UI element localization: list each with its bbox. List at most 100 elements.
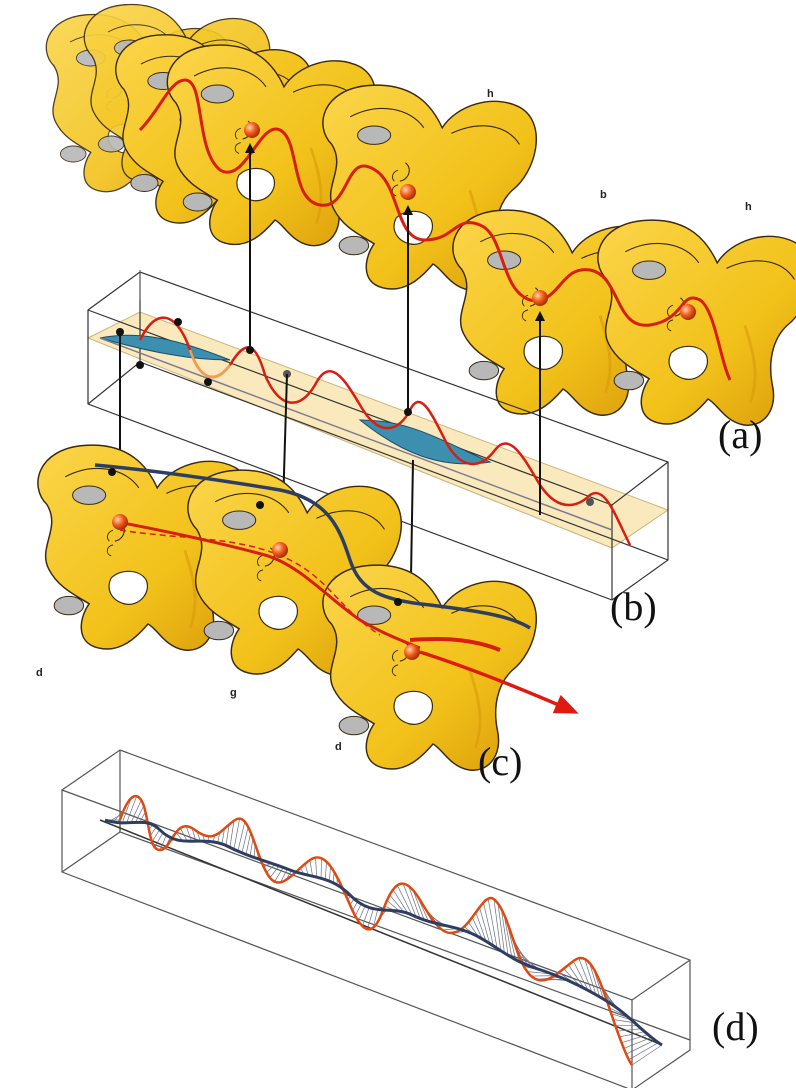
ribbon-hatch-line xyxy=(563,968,581,987)
ribbon-hatch-line xyxy=(221,828,225,844)
ribbon-hatch-line xyxy=(315,857,318,878)
ribbon-hatch-line xyxy=(623,1037,652,1049)
ribbon-hatch-line xyxy=(493,899,502,951)
inner-navy-wave xyxy=(104,818,663,1047)
ribbon-hatch-line xyxy=(516,948,537,969)
pelvis-label-h1: h xyxy=(487,88,494,100)
orange-ball-marker-icon xyxy=(112,514,128,530)
ribbon-hatch-line xyxy=(408,885,421,919)
ribbon-hatch-line xyxy=(135,805,145,823)
ribbon-hatch-line xyxy=(185,826,192,842)
ribbon-hatch-line xyxy=(149,826,157,837)
ribbon-hatch-line xyxy=(503,914,513,958)
ribbon-hatch-line xyxy=(154,832,164,848)
sample-dot xyxy=(174,318,182,326)
ribbon-hatch-line xyxy=(352,901,358,911)
ribbon-hatch-line xyxy=(304,863,309,876)
ribbon-hatch-line xyxy=(392,889,409,914)
plane-trajectory-highlight xyxy=(188,349,231,379)
ribbon-hatch-line xyxy=(151,829,160,842)
blue-ribbon-left xyxy=(99,334,231,361)
sample-dot xyxy=(204,378,212,386)
ribbon-hatch-line xyxy=(130,799,142,823)
ribbon-hatch-line xyxy=(159,835,167,851)
ribbon-hatch-line xyxy=(589,962,601,997)
ribbon-hatch-line xyxy=(568,964,585,989)
ribbon-hatch-line xyxy=(225,824,230,846)
bounding-box-d xyxy=(61,749,691,1088)
panel-label-a: (a) xyxy=(718,412,762,457)
ribbon-hatch-line xyxy=(139,811,146,823)
sample-dot xyxy=(586,498,594,506)
pelvis-label-d1: d xyxy=(36,667,43,679)
ribbon-hatch-line xyxy=(628,1042,659,1061)
navy-path-curve xyxy=(94,463,531,630)
sample-dot xyxy=(394,598,402,606)
ribbon-hatch-line xyxy=(324,861,327,880)
ribbon-hatch-line xyxy=(361,907,370,927)
orange-ball-marker-icon xyxy=(404,644,420,660)
top-trajectory-curve xyxy=(138,78,732,381)
ribbon-hatch-line xyxy=(626,1039,655,1055)
sample-dot xyxy=(136,361,144,369)
ribbon-hatch-line xyxy=(269,865,280,878)
panel-b-box xyxy=(86,271,670,601)
orange-ball-marker-icon xyxy=(680,304,696,320)
ribbon-hatch-line xyxy=(241,826,249,853)
panel-c-pelvis-sequence: d g d xyxy=(36,443,579,772)
panel-a-pelvis-sequence: h b h xyxy=(45,3,796,427)
pelvis-label-d2: d xyxy=(335,741,342,753)
panel-label-c: (c) xyxy=(478,739,522,784)
ribbon-hatch-line xyxy=(412,890,425,921)
orange-ball-marker-icon xyxy=(532,290,548,306)
ribbon-hatch-line xyxy=(386,900,400,912)
ribbon-hatch-line xyxy=(233,818,241,850)
ribbon-hatch-line xyxy=(471,917,483,940)
ribbon-hatch-line xyxy=(613,1019,635,1024)
ribbon-hatch-line xyxy=(483,902,494,947)
ribbon-hatch-line xyxy=(358,905,366,922)
pelvis-label-b: b xyxy=(600,189,607,201)
ribbon-hatch-line xyxy=(617,1028,642,1032)
pelvis-label-g: g xyxy=(230,687,237,699)
ribbon-hatch-line xyxy=(249,838,254,857)
sample-dot xyxy=(256,501,264,509)
ribbon-hatch-line xyxy=(487,898,498,949)
centre-axis xyxy=(99,337,613,531)
red-thick-segment xyxy=(409,637,501,652)
ribbon-hatch-line xyxy=(237,821,246,852)
ribbon-hatch-line xyxy=(402,883,417,917)
ribbon-hatch-line xyxy=(615,1024,639,1027)
ribbon-hatch-line xyxy=(309,860,313,877)
ribbon-hatch-line xyxy=(578,958,593,993)
ribbon-hatch-line xyxy=(180,827,188,842)
ribbon-hatch-line xyxy=(274,867,284,882)
centre-axis-d xyxy=(99,819,661,1045)
ribbon-hatch-line xyxy=(621,1034,649,1044)
ribbon-hatch-line xyxy=(329,866,331,882)
red-path-curve xyxy=(117,520,421,650)
ribbon-hatch-line xyxy=(280,868,288,883)
ribbon-hatch-line xyxy=(631,1044,663,1066)
ribbon-hatch-line xyxy=(584,958,597,995)
ribbon-hatch-line xyxy=(229,820,235,848)
ribbon-hatch-line xyxy=(266,864,276,873)
ribbon-hatch-line xyxy=(191,827,197,842)
red-path-dashed xyxy=(119,529,381,636)
sample-dot xyxy=(108,468,116,476)
panel-d-box xyxy=(61,749,691,1088)
panel-label-b: (b) xyxy=(610,584,657,629)
ribbon-hatch-line xyxy=(396,885,413,916)
orange-ball-marker-icon xyxy=(244,122,260,138)
ribbon-hatch-line xyxy=(354,903,362,917)
ribbon-hatch-line xyxy=(109,813,123,822)
ribbon-hatch-line xyxy=(573,960,589,991)
ribbon-hatch-line xyxy=(500,908,509,956)
ribbon-hatch-line xyxy=(514,943,533,968)
orange-ball-marker-icon xyxy=(272,542,288,558)
ribbon-hatch-line xyxy=(389,894,405,913)
red-direction-arrow xyxy=(419,650,579,714)
ribbon-hatch-line xyxy=(245,832,252,855)
ribbon-hatch-line xyxy=(121,798,132,823)
